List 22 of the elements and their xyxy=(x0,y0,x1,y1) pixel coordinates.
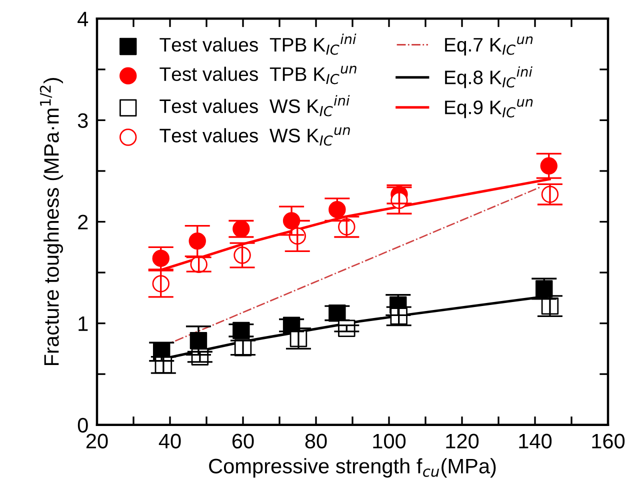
y-tick-label: 4 xyxy=(78,12,88,26)
x-tick-label: 100 xyxy=(373,434,406,449)
legend-label: Test values WS K$_{IC}$$^{ini}$ xyxy=(160,95,350,116)
y-tick-label: 1 xyxy=(78,316,88,331)
y-tick-label: 0 xyxy=(78,418,88,433)
x-tick-label: 20 xyxy=(86,434,108,449)
x-tick-label: 40 xyxy=(158,434,181,449)
legend-label: Eq.8 K$_{IC}$$^{ini}$ xyxy=(445,66,532,88)
x-tick-label: 160 xyxy=(592,434,625,449)
y-tick-label: 3 xyxy=(78,113,88,128)
x-tick-label: 120 xyxy=(446,434,479,449)
x-tick-label: 60 xyxy=(232,434,254,449)
y-axis-title: Fracture toughness (MPa·m$^{1/2}$) xyxy=(40,78,63,366)
x-tick-label: 80 xyxy=(305,434,327,449)
legend-label: Test values WS K$_{IC}$$^{un}$ xyxy=(160,127,350,146)
legend-label: Test values TPB K$_{IC}$$^{un}$ xyxy=(160,66,356,84)
y-tick-label: 2 xyxy=(78,214,88,230)
legend-label: Test values TPB K$_{IC}$$^{ini}$ xyxy=(160,34,356,55)
x-tick-label: 140 xyxy=(519,434,552,449)
legend-label: Eq.7 K$_{IC}$$^{un}$ xyxy=(445,36,533,56)
legend-label: Eq.9 K$_{IC}$$^{un}$ xyxy=(445,99,533,118)
x-axis-title: Compressive strength f$_{cu}$(MPa) xyxy=(209,458,496,478)
